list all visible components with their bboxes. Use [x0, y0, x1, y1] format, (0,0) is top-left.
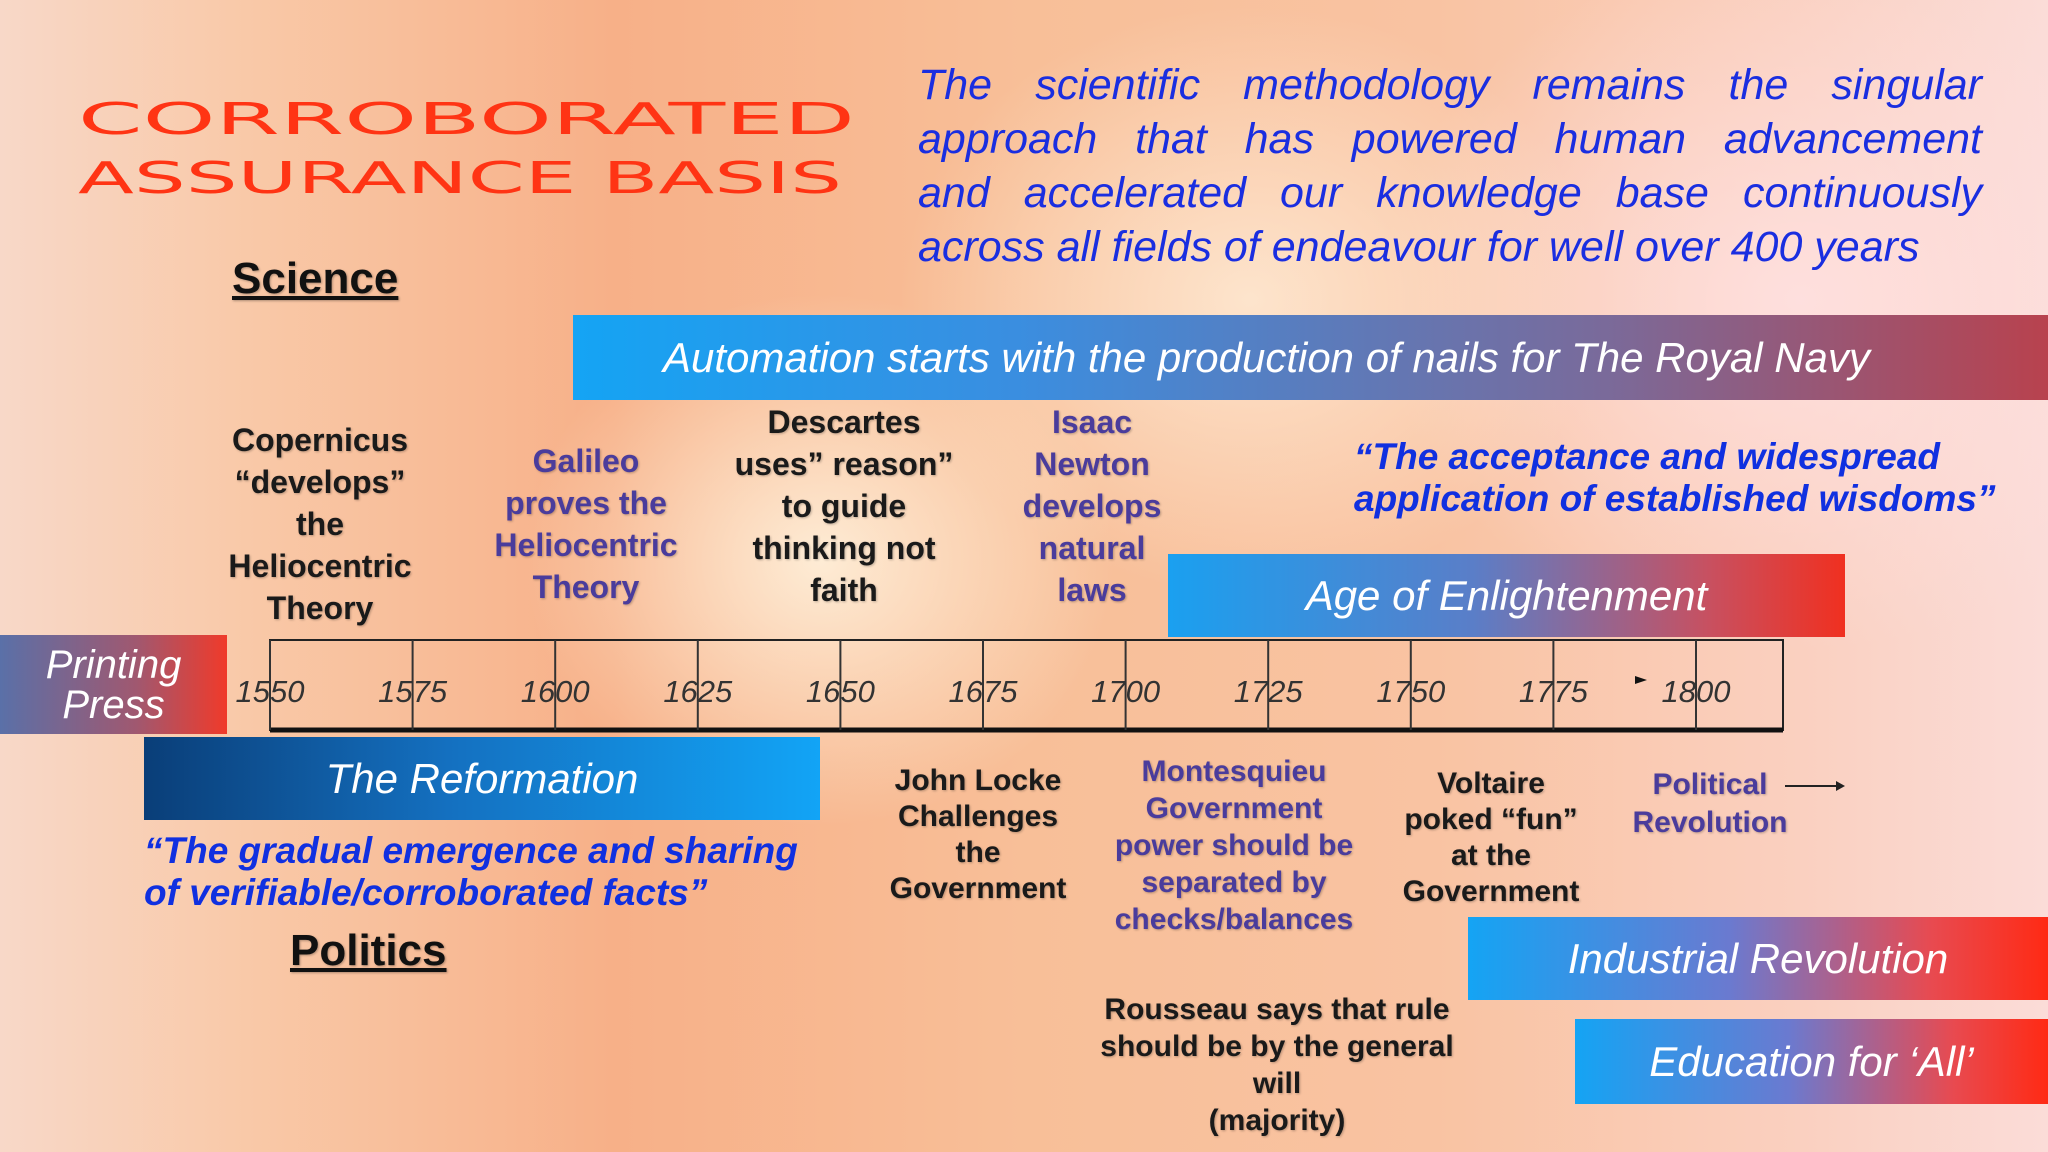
tick-label: 1625 — [663, 674, 733, 709]
event: Isaac Newton develops natural laws — [1023, 401, 1162, 611]
intro: The scientific methodology remains the s… — [918, 58, 1982, 274]
event-line: natural — [1038, 530, 1146, 566]
event-line: Political — [1652, 768, 1768, 801]
quote: “The acceptance and widespread applicatio… — [1354, 436, 1995, 520]
event-line: Galileo — [532, 443, 640, 479]
event-line: Revolution — [1632, 806, 1788, 839]
event-line: to guide — [781, 488, 907, 524]
event-line: Newton — [1034, 446, 1150, 482]
event-line: at the — [1450, 839, 1531, 872]
tick-label: 1675 — [949, 674, 1019, 709]
event-line: Theory — [532, 569, 640, 605]
intro-line: and accelerated our knowledge base conti… — [918, 169, 1982, 217]
band-label: Automation starts with the production of… — [663, 333, 1870, 381]
band-label: Press — [62, 682, 165, 727]
event-line: poked “fun” — [1404, 803, 1578, 836]
band-label: Printing — [45, 642, 182, 687]
event-line: Government — [1145, 792, 1323, 825]
arrow-head — [1635, 676, 1647, 684]
title-line: ASSURANCE BASIS — [78, 153, 842, 204]
event: John Locke Challenges the Government — [890, 763, 1067, 907]
event-line: Voltaire — [1437, 767, 1545, 800]
event: Copernicus “develops” the Heliocentric Theor… — [228, 419, 411, 629]
quote-line: of verifiable/corroborated facts” — [144, 872, 708, 913]
tick-label: 1725 — [1234, 674, 1304, 709]
timeline: 1550 1575 1600 1625 1650 1675 1700 1725 1750 1775… — [236, 639, 1845, 791]
event-line: Theory — [266, 590, 374, 626]
tick-label: 1550 — [236, 674, 305, 709]
event: Voltaire poked “fun” at the Government — [1403, 766, 1580, 910]
event-line: separated by — [1141, 866, 1327, 899]
event-line: will — [1252, 1067, 1302, 1100]
tick-label: 1575 — [378, 674, 448, 709]
tick-label: 1775 — [1519, 674, 1589, 709]
event-line: Government — [889, 872, 1067, 905]
quote-line: application of established wisdoms” — [1354, 478, 1996, 519]
section-label: Politics — [290, 926, 447, 975]
arrow-head — [1836, 781, 1845, 791]
event-line: “develops” — [234, 464, 406, 500]
band: Industrial Revolution — [1468, 917, 2048, 1000]
title-line: CORROBORATED — [78, 94, 855, 145]
quote-line: “The acceptance and widespread — [1354, 436, 1941, 477]
event-line: should be by the general — [1100, 1030, 1454, 1063]
event-line: Descartes — [767, 404, 921, 440]
event-line: Montesquieu — [1141, 755, 1327, 788]
event-line: proves the — [505, 485, 667, 521]
tick-label: 1600 — [521, 674, 590, 709]
section-label: Science — [232, 254, 399, 303]
band-label: Industrial Revolution — [1567, 934, 1949, 982]
event-line: Challenges — [897, 800, 1059, 833]
tick-label: 1650 — [806, 674, 875, 709]
event-line: power should be — [1114, 829, 1354, 862]
event-line: uses” reason” — [734, 446, 954, 482]
event-line: laws — [1057, 572, 1127, 608]
event-line: Government — [1402, 875, 1580, 908]
event: Montesquieu Government power should be sepa… — [1115, 753, 1354, 938]
event-line: Copernicus — [231, 422, 409, 458]
event-line: checks/balances — [1114, 903, 1354, 936]
tick-label: 1800 — [1662, 674, 1731, 709]
event: Galileo proves the Heliocentric Theory — [494, 440, 677, 608]
tick-label: 1700 — [1091, 674, 1160, 709]
event-line: (majority) — [1208, 1104, 1346, 1137]
band-label: Education for ‘All’ — [1649, 1037, 1974, 1085]
tick-label: 1750 — [1376, 674, 1445, 709]
event-line: Heliocentric — [228, 548, 412, 584]
band-label: Age of Enlightenment — [1305, 571, 1708, 619]
quote: “The gradual emergence and sharing of ver… — [144, 830, 798, 914]
intro-line: across all fields of endeavour for well … — [918, 223, 1920, 271]
band: The Reformation — [144, 737, 820, 820]
event-line: the — [955, 836, 1001, 869]
band: Education for ‘All’ — [1575, 1019, 2048, 1104]
event-line: John Locke — [894, 764, 1062, 797]
band: Age of Enlightenment — [1168, 554, 1845, 637]
event: Descartes uses” reason” to guide thinking n… — [735, 401, 954, 611]
event-line: Heliocentric — [494, 527, 678, 563]
event: Political Revolution — [1633, 766, 1788, 842]
event: Rousseau says that rule should be by the … — [1100, 991, 1453, 1139]
event-line: Rousseau says that rule — [1104, 993, 1450, 1026]
band: Printing Press — [0, 635, 227, 734]
quote-line: “The gradual emergence and sharing — [144, 830, 798, 871]
event-line: the — [295, 506, 344, 542]
event-line: thinking not — [752, 530, 936, 566]
event-line: develops — [1022, 488, 1162, 524]
band: Automation starts with the production of… — [573, 315, 2048, 400]
event-line: Isaac — [1051, 404, 1133, 440]
band-label: The Reformation — [325, 754, 639, 802]
intro-line: approach that has powered human advancem… — [918, 115, 1982, 163]
event-line: faith — [810, 572, 878, 608]
intro-line: The scientific methodology remains the s… — [918, 61, 1982, 109]
